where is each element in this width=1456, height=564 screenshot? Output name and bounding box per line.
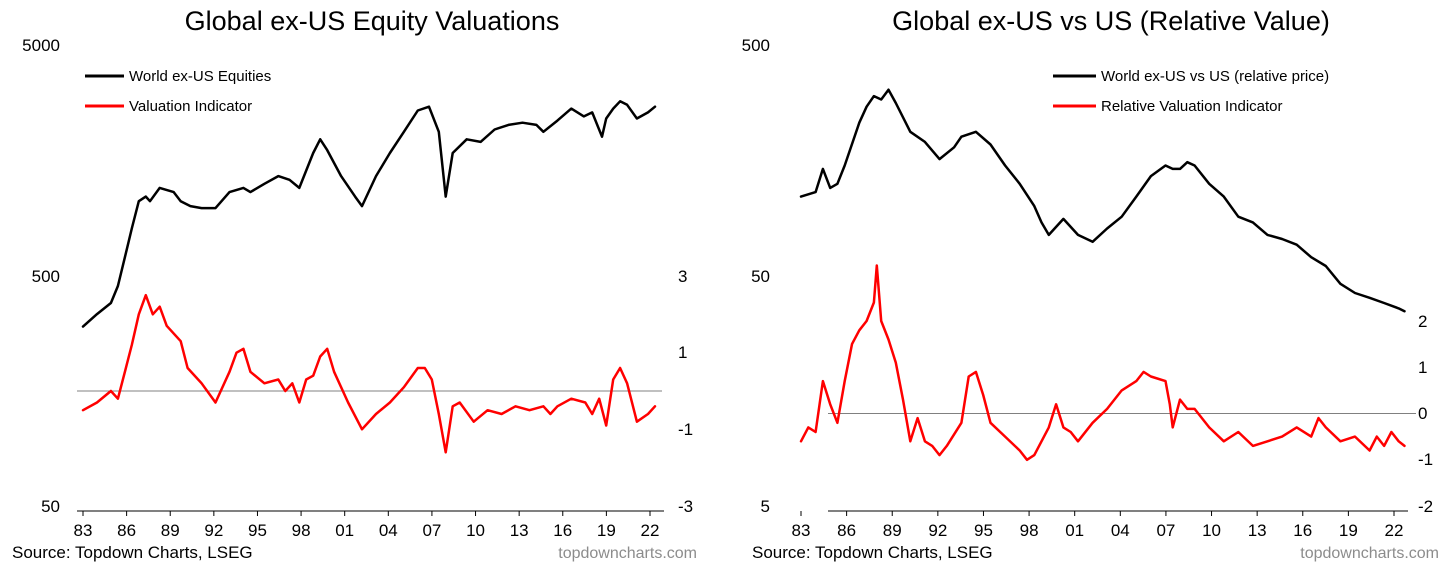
x-tick-label: 13 <box>510 521 529 540</box>
x-tick-label: 01 <box>335 521 354 540</box>
x-tick-label: 22 <box>1385 521 1404 540</box>
right-axis-tick-label: 2 <box>1418 312 1427 331</box>
x-tick-label: 16 <box>1293 521 1312 540</box>
x-tick-label: 16 <box>553 521 572 540</box>
chart-title: Global ex-US vs US (Relative Value) <box>892 6 1330 36</box>
brand-watermark: topdowncharts.com <box>558 545 697 562</box>
x-tick-label: 95 <box>248 521 267 540</box>
x-tick-label: 98 <box>1020 521 1039 540</box>
x-tick-label: 07 <box>422 521 441 540</box>
x-tick-label: 92 <box>928 521 947 540</box>
right-axis-tick-label: -2 <box>1418 497 1433 516</box>
legend-label-primary: World ex-US Equities <box>129 68 271 85</box>
left-axis-tick-label: 500 <box>742 36 770 55</box>
x-tick-label: 13 <box>1248 521 1267 540</box>
series-line-indicator <box>799 264 1406 462</box>
x-tick-label: 19 <box>1339 521 1358 540</box>
x-tick-label: 86 <box>837 521 856 540</box>
left-axis-tick-label: 50 <box>41 497 60 516</box>
x-tick-label: 07 <box>1156 521 1175 540</box>
x-tick-label: 89 <box>161 521 180 540</box>
x-tick-label: 22 <box>641 521 660 540</box>
series-line-primary <box>81 100 657 328</box>
chart-title: Global ex-US Equity Valuations <box>185 6 560 36</box>
x-tick-label: 10 <box>466 521 485 540</box>
brand-watermark: topdowncharts.com <box>1300 545 1439 562</box>
x-tick-label: 04 <box>379 521 398 540</box>
series-line-primary <box>799 88 1406 313</box>
legend-label-indicator: Relative Valuation Indicator <box>1101 98 1283 115</box>
series-line-indicator <box>81 293 657 454</box>
x-tick-label: 92 <box>204 521 223 540</box>
x-tick-label: 98 <box>292 521 311 540</box>
right-axis-tick-label: 1 <box>678 343 687 362</box>
x-tick-label: 19 <box>597 521 616 540</box>
right-axis-tick-label: 1 <box>1418 358 1427 377</box>
legend-label-indicator: Valuation Indicator <box>129 98 252 115</box>
right-axis-tick-label: -1 <box>678 420 693 439</box>
right-axis-tick-label: 0 <box>1418 404 1427 423</box>
right-axis-tick-label: -3 <box>678 497 693 516</box>
left-axis-tick-label: 5 <box>761 497 770 516</box>
source-note: Source: Topdown Charts, LSEG <box>12 543 253 562</box>
x-tick-label: 86 <box>117 521 136 540</box>
right-axis-tick-label: 3 <box>678 267 687 286</box>
legend-label-primary: World ex-US vs US (relative price) <box>1101 68 1329 85</box>
x-tick-label: 10 <box>1202 521 1221 540</box>
left-axis-tick-label: 50 <box>751 267 770 286</box>
left-chart: Global ex-US Equity Valuations 83 86 89 92 9… <box>12 6 697 562</box>
x-tick-label: 89 <box>883 521 902 540</box>
x-tick-label: 04 <box>1111 521 1130 540</box>
left-axis-tick-label: 5000 <box>22 36 60 55</box>
x-tick-label: 83 <box>792 521 811 540</box>
source-note: Source: Topdown Charts, LSEG <box>752 543 993 562</box>
x-tick-label: 83 <box>74 521 93 540</box>
x-tick-label: 01 <box>1065 521 1084 540</box>
x-tick-label: 95 <box>974 521 993 540</box>
left-axis-tick-label: 500 <box>32 267 60 286</box>
right-axis-tick-label: -1 <box>1418 450 1433 469</box>
right-chart: Global ex-US vs US (Relative Value) 83 86… <box>742 6 1439 562</box>
